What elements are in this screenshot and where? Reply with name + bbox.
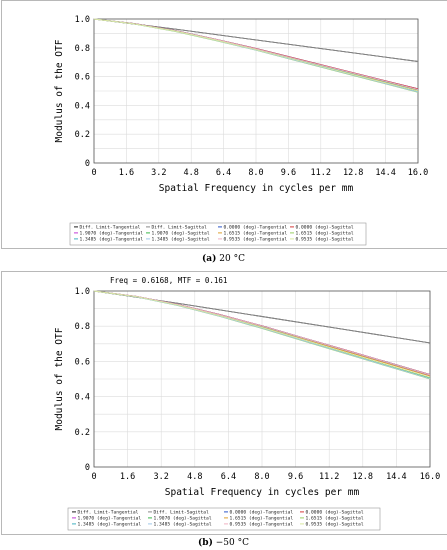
- legend-box: [67, 507, 381, 531]
- y-tick-label: 0: [85, 159, 90, 169]
- legend-entry: 0.0000 (deg)-Sagittal: [306, 510, 364, 516]
- legend-entry: 1.9070 (deg)-Tangential: [80, 231, 144, 237]
- caption-b-text: −50 °C: [215, 538, 249, 548]
- legend-entry: 1.6515 (deg)-Sagittal: [306, 516, 364, 522]
- series-line: [93, 18, 419, 92]
- y-tick-label: 0.4: [75, 393, 90, 403]
- legend-entry: 1.9070 (deg)-Sagittal: [152, 231, 210, 237]
- y-tick-label: 0.6: [75, 357, 90, 367]
- legend-entry: 0.9535 (deg)-Tangential: [224, 237, 288, 243]
- x-tick-label: 16.0: [420, 472, 440, 482]
- x-tick-label: 4.8: [187, 472, 202, 482]
- readout-text: Freq = 0.6168, MTF = 0.161: [110, 276, 227, 285]
- legend-entry: Diff. Limit-Tangential: [78, 510, 139, 516]
- x-tick-label: 9.6: [288, 472, 303, 482]
- legend-entry: Diff. Limit-Sagittal: [154, 510, 210, 516]
- y-axis-label: Modulus of the OTF: [54, 39, 65, 142]
- legend-entry: 1.3485 (deg)-Sagittal: [154, 522, 212, 528]
- legend-entry: 1.6515 (deg)-Sagittal: [296, 231, 354, 237]
- x-tick-label: 11.2: [319, 472, 339, 482]
- chart-panel-b: Freq = 0.6168, MTF = 0.161 0 1.6 3.2 4.8 6.4 8…: [1, 271, 447, 535]
- caption-a: (a) 20 °C: [0, 254, 447, 264]
- caption-a-label: (a): [202, 254, 217, 264]
- x-tick-label: 0: [91, 472, 96, 482]
- x-tick-label: 3.2: [151, 168, 166, 178]
- y-tick-label: 0: [85, 463, 90, 473]
- legend-entry: Diff. Limit-Tangential: [80, 225, 141, 231]
- legend-entry: 0.9535 (deg)-Sagittal: [306, 522, 364, 528]
- legend-entry: 1.3485 (deg)-Tangential: [78, 522, 142, 528]
- legend-entry: 0.9535 (deg)-Sagittal: [296, 237, 354, 243]
- legend-entry: Diff. Limit-Sagittal: [152, 225, 208, 231]
- y-tick-label: 1.0: [75, 15, 90, 25]
- x-tick-label: 1.6: [119, 168, 134, 178]
- x-tick-label: 11.2: [311, 168, 331, 178]
- y-tick-label: 0.8: [75, 322, 90, 332]
- y-tick-label: 0.2: [75, 130, 90, 140]
- legend-entry: 1.9070 (deg)-Sagittal: [154, 516, 212, 522]
- x-tick-label: 1.6: [120, 472, 135, 482]
- mtf-chart-b: Freq = 0.6168, MTF = 0.161 0 1.6 3.2 4.8 6.4 8…: [54, 276, 440, 531]
- legend-entry: 0.0000 (deg)-Tangential: [230, 510, 294, 516]
- caption-a-text: 20 °C: [219, 254, 245, 264]
- x-tick-label: 0: [91, 168, 96, 178]
- x-tick-label: 9.6: [281, 168, 296, 178]
- x-tick-label: 16.0: [408, 168, 428, 178]
- legend-entry: 1.6515 (deg)-Tangential: [224, 231, 288, 237]
- mtf-chart-a: 0 1.6 3.2 4.8 6.4 8.0 9.6 11.2 12.8 14.4 16.0 0 0.2 0…: [54, 15, 428, 246]
- x-tick-label: 8.0: [248, 168, 263, 178]
- legend-box: [69, 222, 367, 246]
- x-tick-label: 14.4: [386, 472, 406, 482]
- x-tick-label: 6.4: [221, 472, 236, 482]
- y-tick-label: 0.6: [75, 73, 90, 83]
- legend-entry: 1.3485 (deg)-Tangential: [80, 237, 144, 243]
- x-tick-label: 6.4: [216, 168, 231, 178]
- x-tick-label: 3.2: [154, 472, 169, 482]
- legend-entry: 0.9535 (deg)-Tangential: [230, 522, 294, 528]
- x-tick-label: 12.8: [343, 168, 363, 178]
- x-axis-label: Spatial Frequency in cycles per mm: [159, 183, 354, 194]
- y-tick-label: 1.0: [75, 287, 90, 297]
- legend-entry: 0.0000 (deg)-Sagittal: [296, 225, 354, 231]
- y-axis-label: Modulus of the OTF: [54, 327, 65, 430]
- legend-entry: 1.6515 (deg)-Tangential: [230, 516, 294, 522]
- y-tick-label: 0.8: [75, 44, 90, 54]
- x-tick-label: 14.4: [375, 168, 395, 178]
- series-line: [93, 290, 431, 378]
- legend-entry: 0.0000 (deg)-Tangential: [224, 225, 288, 231]
- legend-entry: 1.3485 (deg)-Sagittal: [152, 237, 210, 243]
- y-tick-label: 0.4: [75, 101, 90, 111]
- x-tick-label: 4.8: [184, 168, 199, 178]
- chart-panel-a: 0 1.6 3.2 4.8 6.4 8.0 9.6 11.2 12.8 14.4 16.0 0 0.2 0…: [1, 0, 447, 249]
- x-axis-label: Spatial Frequency in cycles per mm: [165, 487, 360, 498]
- y-tick-label: 0.2: [75, 428, 90, 438]
- legend-entry: 1.9070 (deg)-Tangential: [78, 516, 142, 522]
- x-tick-label: 8.0: [254, 472, 269, 482]
- caption-b-label: (b): [198, 538, 213, 548]
- x-tick-label: 12.8: [353, 472, 373, 482]
- caption-b: (b) −50 °C: [0, 538, 447, 548]
